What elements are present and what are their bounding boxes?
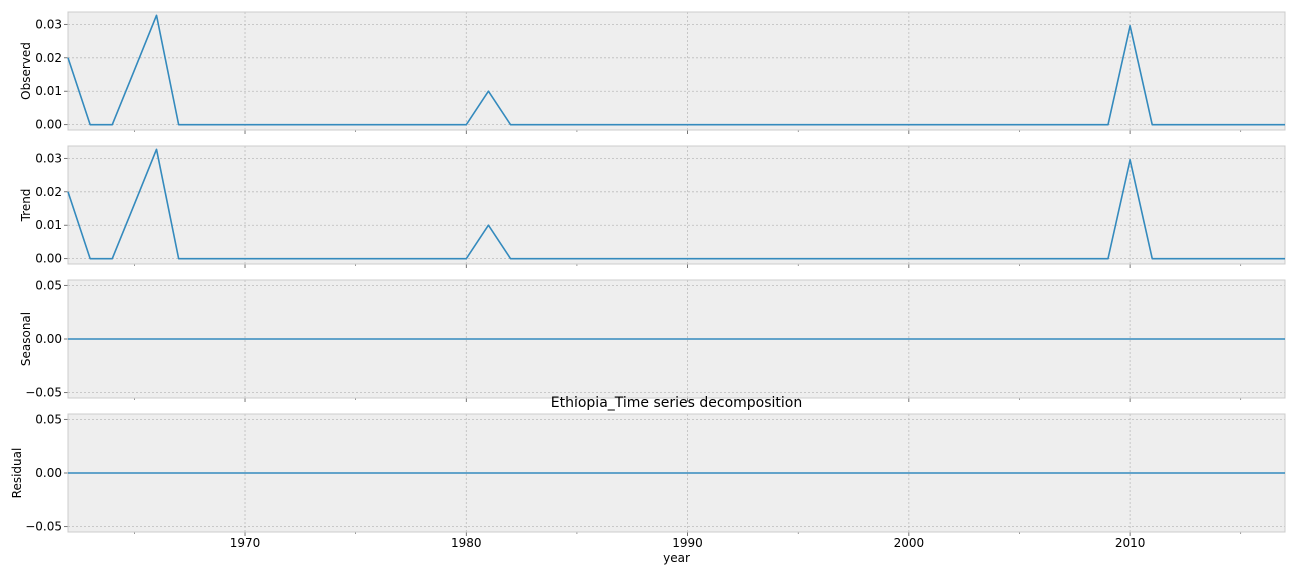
- chart-title: Ethiopia_Time series decomposition: [551, 395, 803, 411]
- residual-y-axis-label: Residual: [10, 448, 24, 499]
- residual-y-tick-label: −0.05: [25, 520, 62, 534]
- x-axis-label: year: [663, 551, 690, 565]
- observed-y-axis-label: Observed: [19, 42, 33, 100]
- trend-y-tick-label: 0.03: [35, 151, 62, 165]
- seasonal-y-tick-label: 0.05: [35, 278, 62, 292]
- observed-panel-frame: [67, 11, 1286, 131]
- x-tick-label: 1980: [451, 536, 482, 550]
- trend-y-tick-label: 0.01: [35, 218, 62, 232]
- trend-series-line: [67, 148, 1285, 260]
- observed-y-tick-label: 0.02: [35, 51, 62, 65]
- x-tick-label: 2000: [894, 536, 925, 550]
- x-tick-label: 1990: [672, 536, 703, 550]
- trend-y-tick-label: 0.02: [35, 185, 62, 199]
- observed-series-line: [67, 14, 1285, 126]
- seasonal-y-tick-label: 0.00: [35, 332, 62, 346]
- observed-y-tick-label: 0.00: [35, 118, 62, 132]
- trend-y-axis-label: Trend: [19, 189, 33, 223]
- x-tick-label: 1970: [230, 536, 261, 550]
- observed-panel-background: [68, 12, 1285, 130]
- seasonal-y-axis-label: Seasonal: [19, 312, 33, 366]
- seasonal-y-tick-label: −0.05: [25, 386, 62, 400]
- observed-y-tick-label: 0.01: [35, 84, 62, 98]
- trend-y-tick-label: 0.00: [35, 252, 62, 266]
- trend-panel-frame: [67, 145, 1286, 265]
- trend-panel-background: [68, 146, 1285, 264]
- x-tick-label: 2010: [1115, 536, 1146, 550]
- residual-y-tick-label: 0.00: [35, 466, 62, 480]
- observed-y-tick-label: 0.03: [35, 17, 62, 31]
- residual-y-tick-label: 0.05: [35, 412, 62, 426]
